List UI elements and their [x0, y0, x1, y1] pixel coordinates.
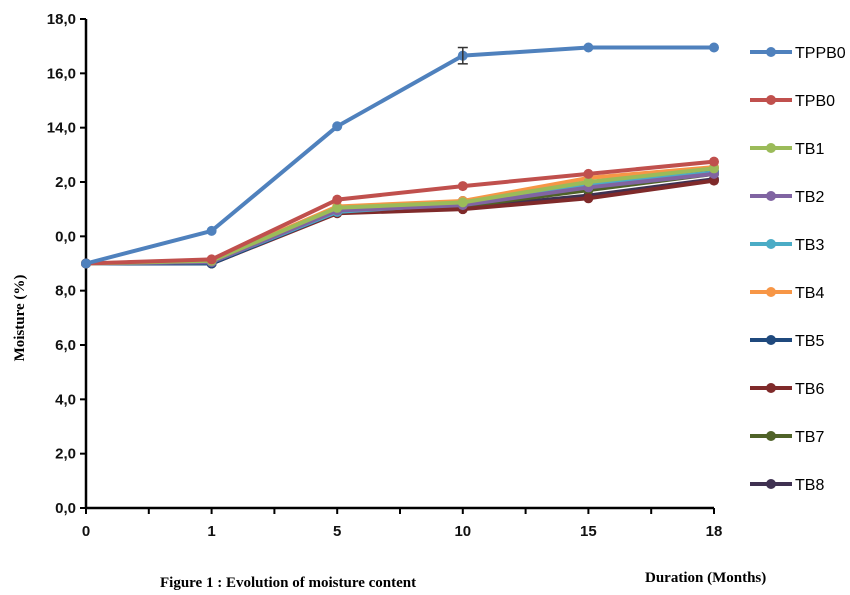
legend-marker-tb8: [766, 479, 776, 489]
data-point-tppb0: [206, 225, 217, 236]
x-tick-label: 10: [454, 523, 471, 540]
legend-label-tb3: TB3: [795, 237, 824, 254]
legend-label-tb6: TB6: [795, 381, 824, 398]
legend-item-tb1: TB1: [750, 141, 824, 158]
legend-marker-tb1: [766, 143, 776, 153]
legend-item-tb7: TB7: [750, 429, 824, 446]
y-tick-label: 0,0: [55, 500, 76, 517]
legend-item-tb3: TB3: [750, 237, 824, 254]
y-tick-label: 4,0: [55, 391, 76, 408]
legend-label-tpb0: TPB0: [795, 93, 835, 110]
data-point-tb1: [457, 197, 468, 208]
data-point-tppb0: [583, 42, 594, 53]
chart-series: [81, 42, 719, 269]
series-tb1: [81, 163, 719, 269]
y-tick-label: 16,0: [47, 65, 76, 82]
data-point-tpb0: [709, 156, 719, 167]
legend-marker-tb5: [766, 335, 776, 345]
series-line-tppb0: [85, 45, 714, 266]
chart-legend: TPPB0 TPB0 TB1 TB2 TB3 TB4 TB5 TB6 TB7 TB8: [750, 45, 846, 494]
y-axis-ticks: 0,0 2,0 4,0 6,0 8,0 0,0 2,0 14,0 16,0 18,0: [47, 11, 86, 517]
series-tppb0: [81, 42, 719, 269]
figure-caption: Figure 1 : Evolution of moisture content: [160, 575, 417, 591]
legend-item-tb2: TB2: [750, 189, 824, 206]
legend-label-tb1: TB1: [795, 141, 824, 158]
x-tick-label: 18: [706, 523, 723, 540]
x-tick-label: 1: [207, 523, 215, 540]
legend-marker-tb7: [766, 431, 776, 441]
data-point-tppb0: [81, 258, 91, 269]
legend-item-tb4: TB4: [750, 285, 824, 302]
data-point-tpb0: [206, 254, 217, 265]
series-line-tpb0: [85, 159, 715, 266]
legend-label-tppb0: TPPB0: [795, 45, 846, 62]
legend-label-tb4: TB4: [795, 285, 824, 302]
data-point-tb1: [332, 202, 343, 213]
legend-marker-tb2: [766, 191, 776, 201]
legend-item-tppb0: TPPB0: [750, 45, 846, 62]
y-tick-label: 2,0: [55, 446, 76, 463]
y-axis-label: Moisture (%): [12, 275, 28, 362]
legend-marker-tppb0: [766, 47, 776, 57]
data-point-tpb0: [332, 194, 343, 205]
y-tick-label: 14,0: [47, 120, 76, 137]
y-tick-label: 6,0: [55, 337, 76, 354]
data-point-tppb0: [332, 121, 343, 132]
legend-label-tb5: TB5: [795, 333, 824, 350]
data-point-tppb0: [709, 42, 719, 53]
legend-label-tb8: TB8: [795, 477, 824, 494]
y-tick-label: 8,0: [55, 283, 76, 300]
legend-item-tb8: TB8: [750, 477, 824, 494]
legend-marker-tpb0: [766, 95, 776, 105]
legend-item-tb5: TB5: [750, 333, 824, 350]
y-tick-label: 0,0: [55, 228, 76, 245]
error-bars: [457, 46, 468, 65]
x-axis-label: Duration (Months): [645, 570, 767, 586]
series-line-tb7: [86, 171, 715, 266]
legend-label-tb2: TB2: [795, 189, 824, 206]
y-tick-label: 2,0: [55, 174, 76, 191]
series-tb2: [81, 168, 719, 269]
data-point-tb1: [583, 177, 594, 187]
data-point-tpb0: [583, 168, 594, 179]
series-tb8: [81, 174, 719, 269]
data-point-tpb0: [457, 181, 468, 192]
x-tick-label: 15: [580, 523, 597, 540]
legend-item-tb6: TB6: [750, 381, 824, 398]
legend-item-tpb0: TPB0: [750, 93, 835, 110]
legend-marker-tb4: [766, 287, 776, 297]
x-axis-ticks: 0 1 5 10 15 18: [82, 508, 723, 540]
data-point-tb6: [583, 193, 594, 204]
legend-marker-tb6: [766, 383, 776, 393]
x-tick-label: 5: [333, 523, 341, 540]
x-tick-label: 0: [82, 523, 90, 540]
legend-label-tb7: TB7: [795, 429, 824, 446]
legend-marker-tb3: [766, 239, 776, 249]
y-tick-label: 18,0: [47, 11, 76, 28]
